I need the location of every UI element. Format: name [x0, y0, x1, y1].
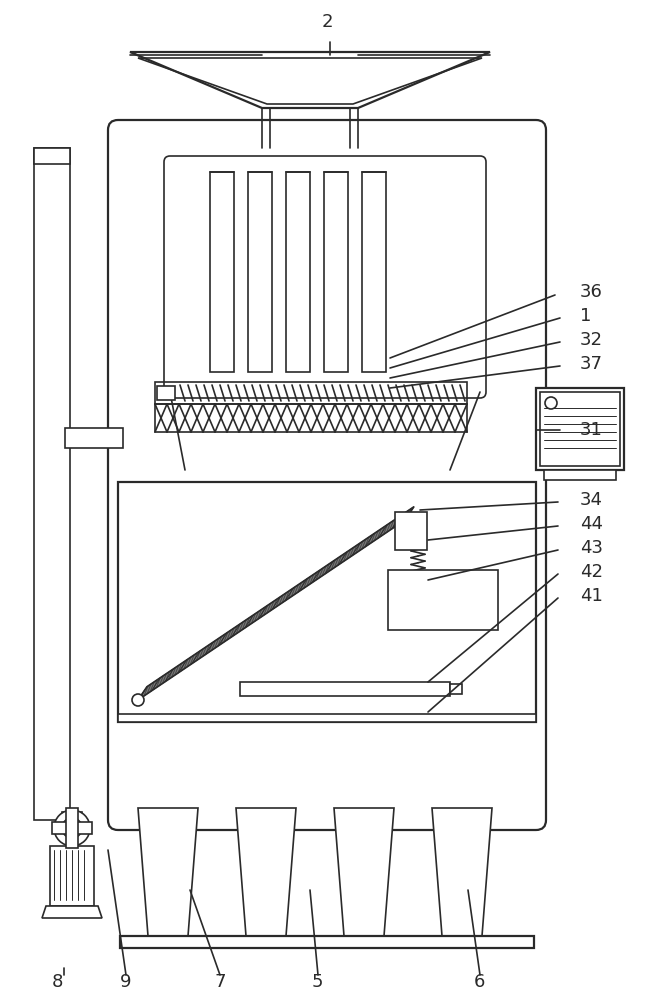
Polygon shape	[138, 808, 198, 936]
Text: 44: 44	[580, 515, 603, 533]
Bar	[68, 820, 76, 830]
Bar	[34, 148, 70, 164]
Text: 5: 5	[312, 973, 323, 991]
Text: 2: 2	[322, 13, 334, 31]
Bar	[210, 172, 234, 372]
Bar	[118, 482, 536, 722]
Bar	[120, 936, 534, 948]
Polygon shape	[334, 808, 394, 936]
Bar	[62, 812, 82, 826]
Bar	[50, 846, 94, 906]
Bar	[450, 684, 462, 694]
Text: 42: 42	[580, 563, 603, 581]
Polygon shape	[42, 906, 102, 918]
Bar	[155, 404, 467, 432]
Bar	[540, 392, 620, 466]
Circle shape	[62, 818, 82, 838]
Text: 36: 36	[580, 283, 603, 301]
Circle shape	[132, 694, 144, 706]
Text: 9: 9	[120, 973, 132, 991]
Text: 8: 8	[52, 973, 64, 991]
Polygon shape	[395, 512, 427, 550]
Bar	[324, 172, 348, 372]
Bar	[286, 172, 310, 372]
Bar	[118, 714, 536, 722]
Bar	[66, 808, 78, 848]
Bar	[240, 682, 450, 696]
Text: 34: 34	[580, 491, 603, 509]
Text: 7: 7	[214, 973, 226, 991]
Bar	[34, 148, 70, 820]
Bar	[157, 386, 175, 400]
Text: 43: 43	[580, 539, 603, 557]
Text: 41: 41	[580, 587, 603, 605]
Text: 32: 32	[580, 331, 603, 349]
Text: 1: 1	[580, 307, 592, 325]
Circle shape	[54, 810, 90, 846]
Bar	[65, 428, 123, 448]
Bar	[388, 570, 498, 630]
Text: 6: 6	[474, 973, 485, 991]
Bar	[362, 172, 386, 372]
Text: 31: 31	[580, 421, 603, 439]
Polygon shape	[432, 808, 492, 936]
Bar	[155, 382, 467, 404]
Polygon shape	[236, 808, 296, 936]
Bar	[544, 470, 616, 480]
Bar	[248, 172, 272, 372]
Circle shape	[545, 397, 557, 409]
Bar	[536, 388, 624, 470]
Bar	[52, 822, 92, 834]
Text: 37: 37	[580, 355, 603, 373]
